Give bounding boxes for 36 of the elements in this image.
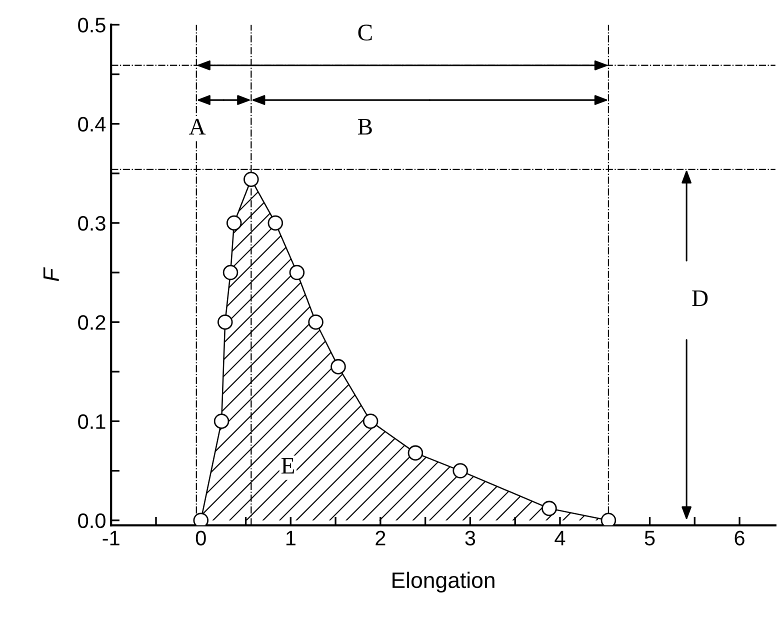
y-tick-label: 0.0 xyxy=(78,513,106,528)
point xyxy=(193,512,209,526)
y-tick-label: 0.4 xyxy=(78,116,106,132)
annotation: A xyxy=(189,118,206,134)
x-tick-label: 2 xyxy=(376,530,386,546)
point xyxy=(289,264,305,280)
point xyxy=(542,500,557,516)
x-tick-label: 0 xyxy=(196,530,206,546)
point xyxy=(222,264,238,280)
x-tick-label: 4 xyxy=(554,530,566,546)
point xyxy=(600,512,616,526)
x-axis-title: Elongation xyxy=(392,572,494,593)
point xyxy=(268,215,284,231)
y-axis-title: F xyxy=(44,267,59,282)
y-tick-label: 0.5 xyxy=(78,18,106,32)
y-tick-label: 0.3 xyxy=(78,216,106,231)
annotation: C xyxy=(358,24,372,41)
point xyxy=(362,414,378,429)
point xyxy=(452,463,468,478)
x-tick-label: 6 xyxy=(734,530,744,546)
x-tick-label: 1 xyxy=(286,530,296,546)
x-tick-label: 5 xyxy=(644,530,655,546)
point xyxy=(214,414,230,429)
y-tick-label: 0.1 xyxy=(78,414,106,429)
point xyxy=(244,172,259,187)
point xyxy=(226,215,242,231)
y-tick-label: 0.2 xyxy=(78,315,106,330)
annotation: B xyxy=(358,119,372,135)
point xyxy=(408,445,424,461)
point xyxy=(330,359,346,374)
annotation: E xyxy=(281,458,294,474)
x-tick-label: 3 xyxy=(465,530,476,546)
annotation: D xyxy=(692,290,708,306)
x-tick-label: -1 xyxy=(102,530,120,546)
point xyxy=(308,314,324,330)
point xyxy=(217,314,233,330)
